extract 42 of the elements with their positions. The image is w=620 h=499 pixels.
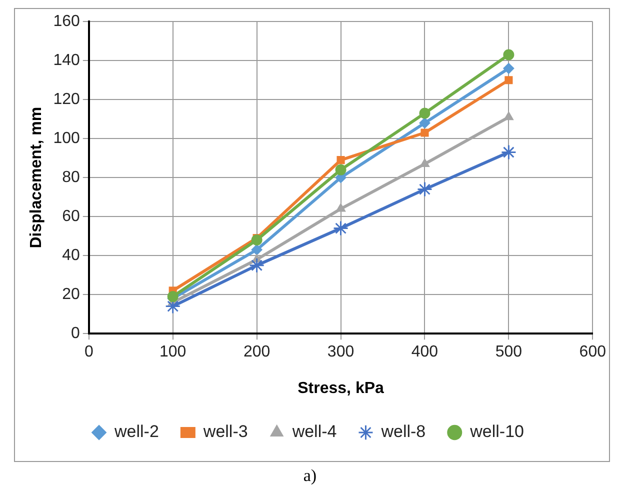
y-tick-label: 140 [53,52,80,70]
point [335,164,346,176]
legend-label: well-4 [291,422,337,442]
point [503,49,514,60]
point [333,220,349,236]
point [165,298,181,314]
legend-label: well-2 [114,422,159,442]
y-tick-label: 20 [62,286,80,304]
y-tick-label: 0 [70,325,80,342]
point [503,62,514,74]
point [500,144,516,160]
point [419,118,430,128]
x-tick-label: 200 [243,344,270,361]
point [251,244,262,256]
point [416,182,432,198]
point [251,234,262,246]
point [420,128,429,137]
x-tick-label: 100 [160,344,186,361]
point [504,112,514,120]
y-tick-label: 80 [62,169,80,186]
x-tick-label: 300 [327,344,354,361]
point [420,158,430,167]
point [336,156,345,164]
x-tick-label: 0 [84,344,94,361]
y-tick-label: 160 [53,13,80,30]
x-tick-label: 500 [495,344,522,361]
point [504,76,513,84]
legend-label: well-8 [380,422,426,442]
y-tick-label: 120 [53,91,80,108]
point [336,203,346,212]
y-tick-label: 60 [62,208,80,226]
text: a) [302,466,318,486]
x-tick-label: 600 [579,344,606,361]
x-axis-title: Stress, kPa [298,380,384,397]
x-tick-label: 400 [411,344,438,361]
legend-label: well-3 [202,422,248,442]
y-tick-label: 100 [53,130,80,148]
point [419,108,430,119]
legend-label: well-10 [469,422,524,442]
y-tick-label: 40 [62,247,80,264]
point [249,258,265,274]
y-axis-title: Displacement, mm [28,106,46,248]
